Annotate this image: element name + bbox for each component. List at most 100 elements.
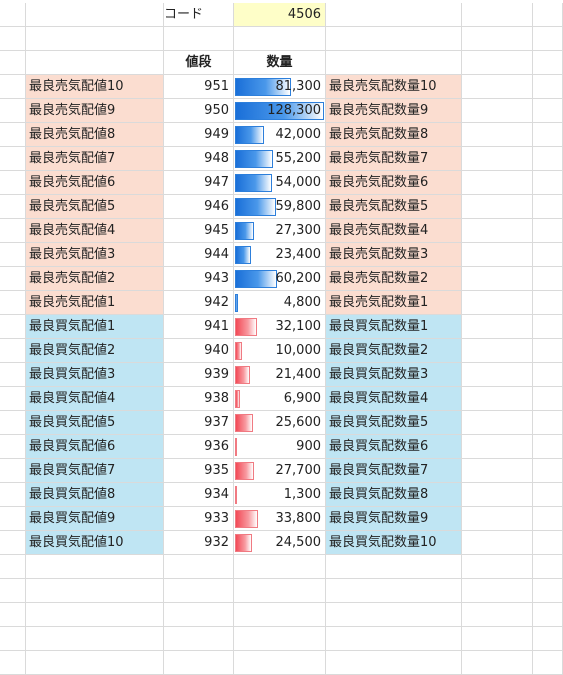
- cell[interactable]: [234, 579, 326, 603]
- cell[interactable]: [234, 27, 326, 51]
- quantity-cell[interactable]: 21,400: [234, 363, 326, 387]
- cell[interactable]: [533, 147, 563, 171]
- price-label-cell[interactable]: 最良買気配値7: [26, 459, 164, 483]
- quantity-label-cell[interactable]: 最良売気配数量2: [326, 267, 462, 291]
- cell[interactable]: [462, 435, 533, 459]
- cell[interactable]: [462, 579, 533, 603]
- cell[interactable]: [326, 3, 462, 27]
- quantity-cell[interactable]: 27,700: [234, 459, 326, 483]
- price-cell[interactable]: 950: [164, 99, 234, 123]
- cell[interactable]: [0, 171, 26, 195]
- quantity-cell[interactable]: 81,300: [234, 75, 326, 99]
- price-cell[interactable]: 936: [164, 435, 234, 459]
- price-label-cell[interactable]: 最良買気配値8: [26, 483, 164, 507]
- cell[interactable]: [533, 243, 563, 267]
- cell[interactable]: [326, 27, 462, 51]
- cell[interactable]: [533, 579, 563, 603]
- cell[interactable]: [533, 627, 563, 651]
- cell[interactable]: [462, 195, 533, 219]
- cell[interactable]: [26, 51, 164, 75]
- cell[interactable]: [26, 27, 164, 51]
- cell[interactable]: [462, 555, 533, 579]
- cell[interactable]: [164, 603, 234, 627]
- cell[interactable]: [0, 267, 26, 291]
- cell[interactable]: [533, 75, 563, 99]
- quantity-cell[interactable]: 25,600: [234, 411, 326, 435]
- cell[interactable]: [234, 555, 326, 579]
- price-cell[interactable]: 933: [164, 507, 234, 531]
- cell[interactable]: [462, 339, 533, 363]
- cell[interactable]: [533, 291, 563, 315]
- cell[interactable]: [326, 603, 462, 627]
- quantity-cell[interactable]: 6,900: [234, 387, 326, 411]
- quantity-cell[interactable]: 900: [234, 435, 326, 459]
- cell[interactable]: [0, 51, 26, 75]
- price-cell[interactable]: 942: [164, 291, 234, 315]
- quantity-cell[interactable]: 24,500: [234, 531, 326, 555]
- cell[interactable]: [533, 435, 563, 459]
- cell[interactable]: [533, 483, 563, 507]
- quantity-label-cell[interactable]: 最良買気配数量9: [326, 507, 462, 531]
- cell[interactable]: [462, 459, 533, 483]
- quantity-cell[interactable]: 42,000: [234, 123, 326, 147]
- quantity-label-cell[interactable]: 最良売気配数量3: [326, 243, 462, 267]
- cell[interactable]: [0, 123, 26, 147]
- quantity-label-cell[interactable]: 最良買気配数量7: [326, 459, 462, 483]
- price-cell[interactable]: 939: [164, 363, 234, 387]
- price-cell[interactable]: 944: [164, 243, 234, 267]
- cell[interactable]: [533, 531, 563, 555]
- price-label-cell[interactable]: 最良売気配値7: [26, 147, 164, 171]
- quantity-label-cell[interactable]: 最良買気配数量6: [326, 435, 462, 459]
- cell[interactable]: [0, 27, 26, 51]
- quantity-label-cell[interactable]: 最良買気配数量2: [326, 339, 462, 363]
- cell[interactable]: [462, 219, 533, 243]
- cell[interactable]: [326, 579, 462, 603]
- quantity-label-cell[interactable]: 最良売気配数量1: [326, 291, 462, 315]
- quantity-cell[interactable]: 4,800: [234, 291, 326, 315]
- price-cell[interactable]: 935: [164, 459, 234, 483]
- price-cell[interactable]: 932: [164, 531, 234, 555]
- cell[interactable]: [0, 459, 26, 483]
- cell[interactable]: [462, 75, 533, 99]
- cell[interactable]: [462, 123, 533, 147]
- price-cell[interactable]: 941: [164, 315, 234, 339]
- cell[interactable]: [533, 27, 563, 51]
- cell[interactable]: [533, 651, 563, 675]
- price-cell[interactable]: 949: [164, 123, 234, 147]
- cell[interactable]: [533, 459, 563, 483]
- cell[interactable]: [234, 603, 326, 627]
- cell[interactable]: [533, 99, 563, 123]
- cell[interactable]: [0, 3, 26, 27]
- cell[interactable]: [533, 363, 563, 387]
- quantity-cell[interactable]: 10,000: [234, 339, 326, 363]
- cell[interactable]: [462, 147, 533, 171]
- price-cell[interactable]: 946: [164, 195, 234, 219]
- cell[interactable]: [326, 651, 462, 675]
- cell[interactable]: [26, 627, 164, 651]
- price-cell[interactable]: 943: [164, 267, 234, 291]
- cell[interactable]: [326, 627, 462, 651]
- quantity-label-cell[interactable]: 最良売気配数量7: [326, 147, 462, 171]
- price-cell[interactable]: 937: [164, 411, 234, 435]
- cell[interactable]: [462, 627, 533, 651]
- quantity-label-cell[interactable]: 最良買気配数量4: [326, 387, 462, 411]
- cell[interactable]: [462, 51, 533, 75]
- cell[interactable]: [164, 651, 234, 675]
- header-price[interactable]: 値段: [164, 51, 234, 75]
- cell[interactable]: [0, 627, 26, 651]
- cell[interactable]: [0, 579, 26, 603]
- cell[interactable]: [462, 99, 533, 123]
- quantity-cell[interactable]: 60,200: [234, 267, 326, 291]
- quantity-cell[interactable]: 27,300: [234, 219, 326, 243]
- cell[interactable]: [0, 315, 26, 339]
- cell[interactable]: [0, 507, 26, 531]
- price-label-cell[interactable]: 最良買気配値3: [26, 363, 164, 387]
- quantity-label-cell[interactable]: 最良買気配数量8: [326, 483, 462, 507]
- price-label-cell[interactable]: 最良売気配値3: [26, 243, 164, 267]
- cell[interactable]: [533, 411, 563, 435]
- quantity-label-cell[interactable]: 最良売気配数量9: [326, 99, 462, 123]
- cell[interactable]: [533, 555, 563, 579]
- cell[interactable]: [0, 75, 26, 99]
- cell[interactable]: [533, 603, 563, 627]
- cell[interactable]: [533, 3, 563, 27]
